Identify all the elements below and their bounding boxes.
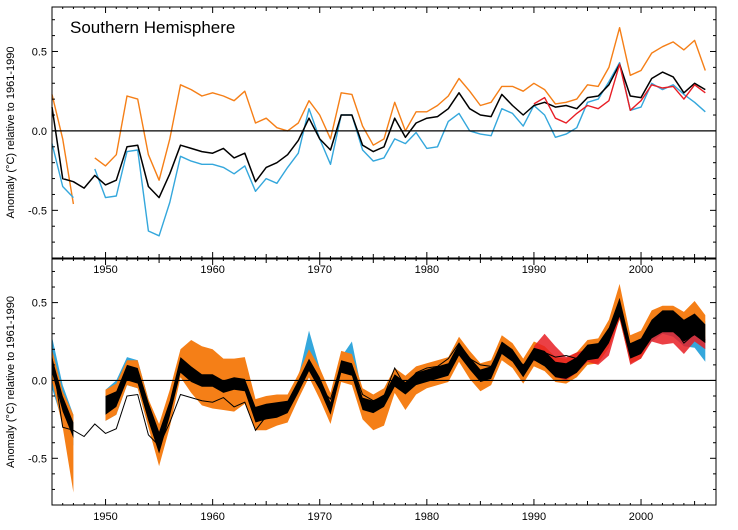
top-x-tick-label: 1990 <box>522 264 546 276</box>
bottom-y-axis-label: Anomaly (°C) relative to 1961-1990 <box>5 296 17 468</box>
top-y-axis-label: Anomaly (°C) relative to 1961-1990 <box>5 47 17 219</box>
top-x-tick-label: 2000 <box>629 264 653 276</box>
top-x-tick-label: 1950 <box>93 264 117 276</box>
top-series-orange-line <box>51 27 706 205</box>
top-x-tick-label: 1980 <box>415 264 439 276</box>
top-y-tick-label: 0.0 <box>32 126 47 138</box>
bottom-axis-ticks: 1950 1960 1970 1980 1990 2000 -0.5 0.0 0.5 <box>28 259 717 523</box>
top-series-group <box>51 27 706 237</box>
band-black <box>52 357 74 439</box>
bottom-panel: 1950 1960 1970 1980 1990 2000 -0.5 0.0 0.5 Anoma… <box>5 258 717 523</box>
top-plot-frame <box>51 6 717 259</box>
chart-title: Southern Hemisphere <box>70 18 235 37</box>
top-x-tick-label: 1960 <box>200 264 224 276</box>
bottom-series-group <box>51 283 706 493</box>
top-series-black-line <box>51 63 706 199</box>
bot-x-tick-label: 1970 <box>307 511 331 523</box>
bot-x-tick-label: 1980 <box>415 511 439 523</box>
bot-x-tick-label: 1990 <box>522 511 546 523</box>
top-x-tick-label: 1970 <box>307 264 331 276</box>
bot-x-tick-label: 1950 <box>93 511 117 523</box>
bottom-thin-line <box>51 313 706 447</box>
bot-x-tick-label: 2000 <box>629 511 653 523</box>
bot-y-tick-label: 0.0 <box>32 375 47 387</box>
band-black <box>105 297 706 454</box>
bot-y-tick-label: -0.5 <box>28 453 47 465</box>
top-y-tick-label: 0.5 <box>32 46 47 58</box>
top-series-red-line <box>533 63 706 124</box>
top-panel: 1950 1960 1970 1980 1990 2000 -0.5 0.0 0.5 South… <box>5 6 717 276</box>
top-axis-ticks: 1950 1960 1970 1980 1990 2000 -0.5 0.0 0.5 <box>28 7 717 276</box>
bot-y-tick-label: 0.5 <box>32 298 47 310</box>
bot-x-tick-label: 1960 <box>200 511 224 523</box>
top-y-tick-label: -0.5 <box>28 205 47 217</box>
